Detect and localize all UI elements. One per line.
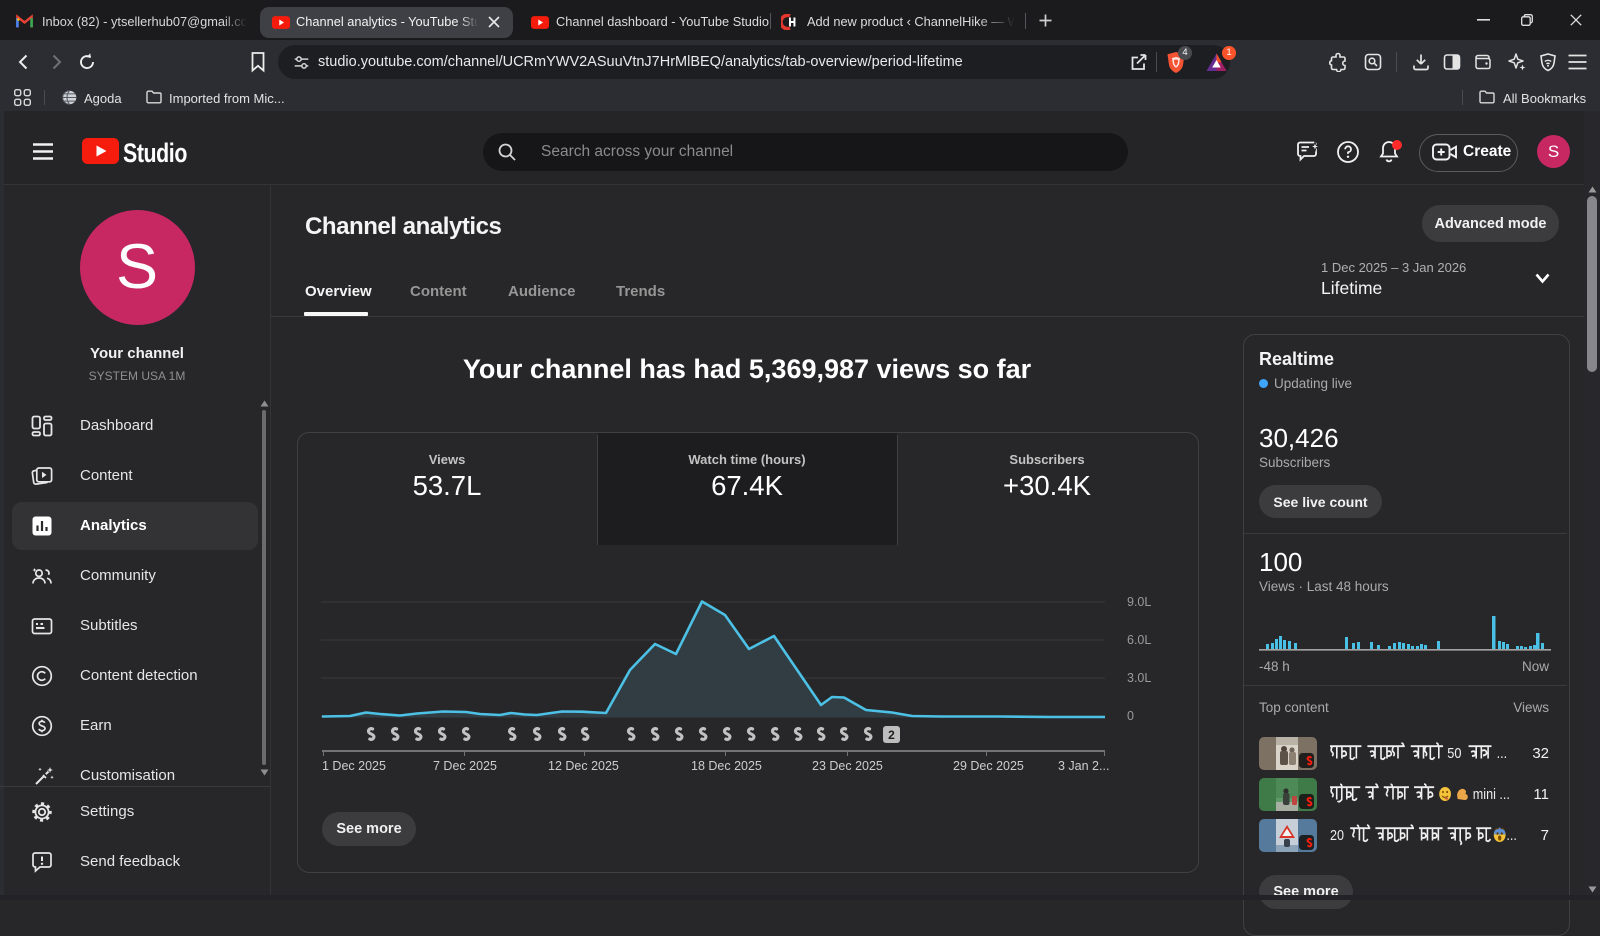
svg-text:...: ... xyxy=(1497,744,1508,761)
svg-text:mini ...: mini ... xyxy=(1473,785,1510,802)
svg-text:50: 50 xyxy=(1447,744,1461,761)
svg-text:2: 2 xyxy=(888,728,895,742)
svg-text:20: 20 xyxy=(1330,826,1344,843)
svg-text:...: ... xyxy=(1506,826,1516,843)
